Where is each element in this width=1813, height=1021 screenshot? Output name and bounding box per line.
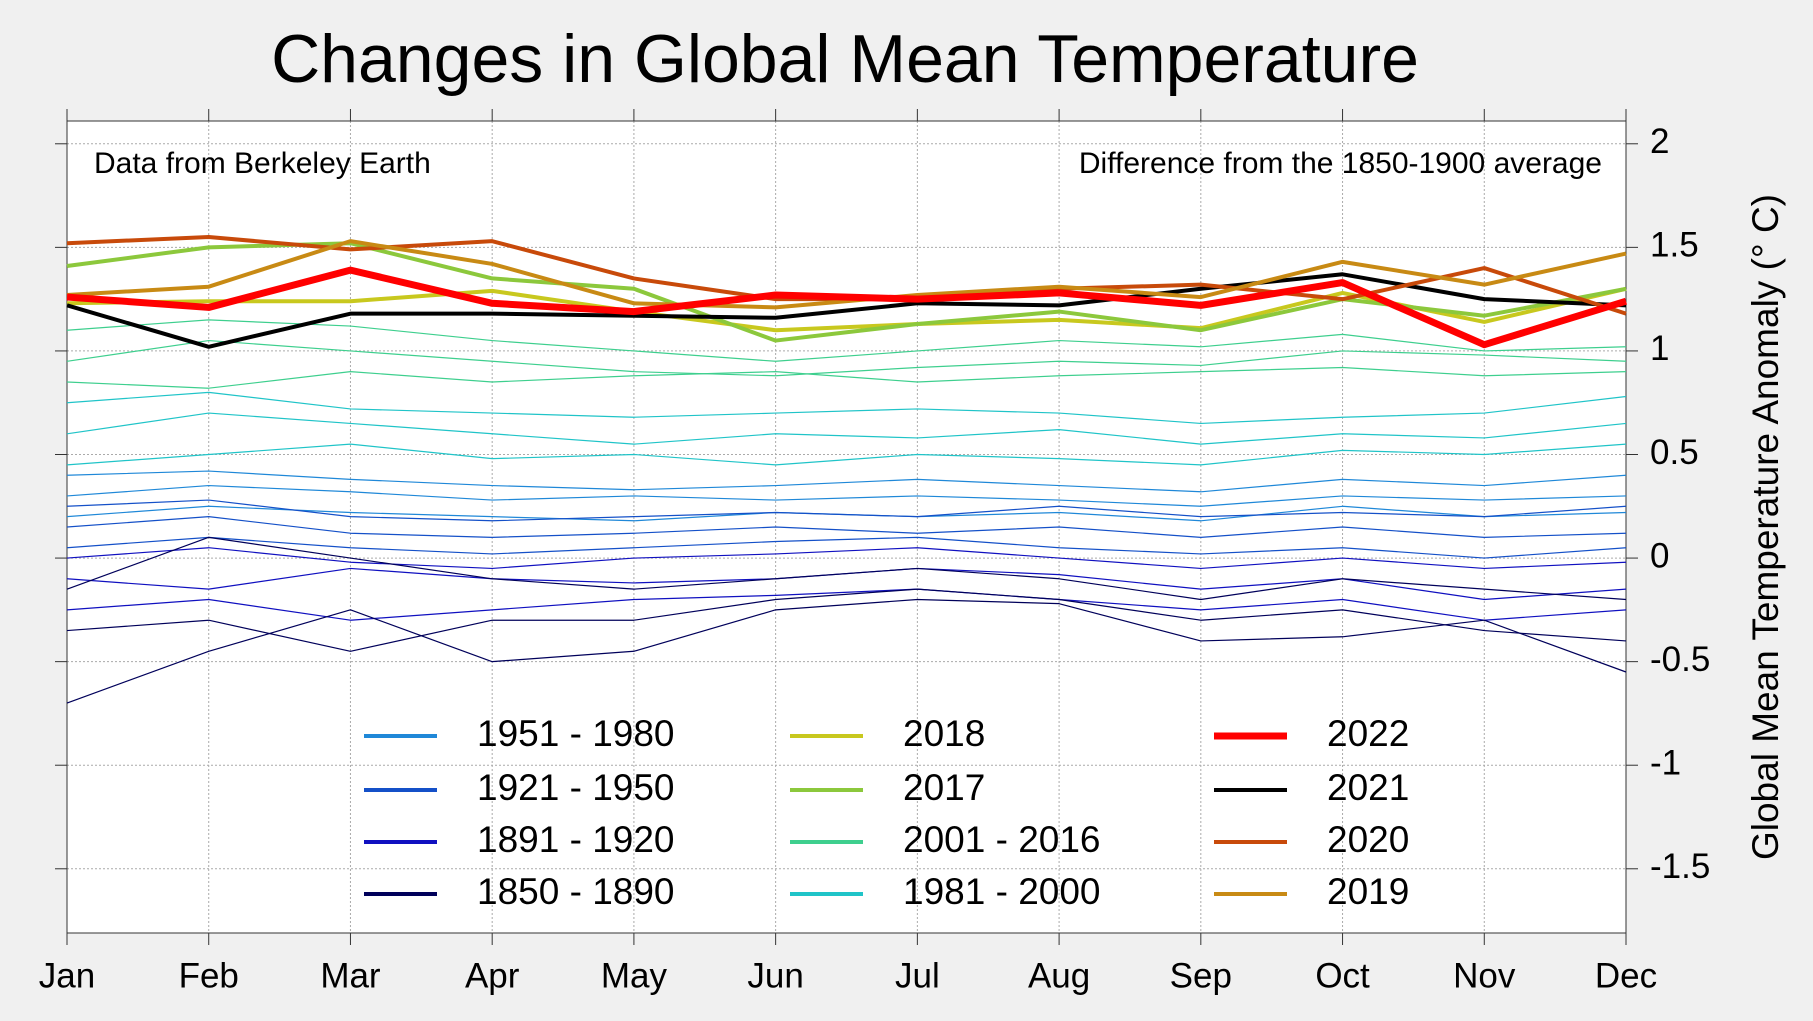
legend-label: 1951 - 1980: [477, 713, 675, 754]
y-tick-label: 1: [1650, 329, 1669, 368]
x-tick-label: Feb: [179, 956, 239, 995]
series-line: [66, 470, 1627, 493]
series-line: [66, 241, 1627, 343]
x-tick-label: Nov: [1453, 956, 1516, 995]
x-tick-label: Jun: [747, 956, 803, 995]
legend-label: 2021: [1327, 767, 1409, 808]
x-tick-label: Aug: [1028, 956, 1090, 995]
legend-label: 2022: [1327, 713, 1409, 754]
series-line: [66, 412, 1627, 445]
series-line: [66, 239, 1627, 310]
series-line: [66, 536, 1627, 601]
x-tick-label: May: [601, 956, 668, 995]
legend-label: 2017: [903, 767, 985, 808]
x-tick-label: Oct: [1315, 956, 1370, 995]
y-tick-label: 0: [1650, 536, 1669, 575]
legend-label: 1921 - 1950: [477, 767, 675, 808]
series-line: [66, 286, 1627, 333]
annotation: Difference from the 1850-1900 average: [1079, 147, 1602, 180]
annotation: Data from Berkeley Earth: [94, 147, 431, 180]
y-tick-label: 1.5: [1650, 226, 1699, 265]
legend-label: 1891 - 1920: [477, 819, 675, 860]
y-tick-label: -1.5: [1650, 847, 1710, 886]
y-tick-label: -1: [1650, 743, 1681, 782]
plot-area: [67, 121, 1626, 933]
series-line: [66, 588, 1627, 652]
series-line: [66, 598, 1627, 704]
y-tick-label: 2: [1650, 122, 1669, 161]
y-axis-label: Global Mean Temperature Anomaly (° C): [1745, 194, 1786, 860]
series-line: [66, 339, 1627, 377]
legend-label: 1850 - 1890: [477, 871, 675, 912]
legend-label: 1981 - 2000: [903, 871, 1101, 912]
legend-label: 2001 - 2016: [903, 819, 1101, 860]
series-line: [66, 516, 1627, 538]
legend-label: 2020: [1327, 819, 1409, 860]
series-line: [66, 499, 1627, 522]
x-tick-label: Jul: [895, 956, 940, 995]
x-tick-label: Dec: [1595, 956, 1657, 995]
x-tick-label: Apr: [465, 956, 520, 995]
chart-title: Changes in Global Mean Temperature: [271, 21, 1419, 97]
series-line: [66, 272, 1627, 349]
series-line: [66, 391, 1627, 425]
series-line: [66, 443, 1627, 466]
series-line: [66, 366, 1627, 389]
x-tick-label: Sep: [1170, 956, 1232, 995]
x-tick-label: Mar: [320, 956, 381, 995]
legend-label: 2018: [903, 713, 985, 754]
legend-label: 2019: [1327, 871, 1409, 912]
series-line: [66, 484, 1627, 507]
y-tick-label: 0.5: [1650, 433, 1699, 472]
series-line: [66, 547, 1627, 570]
series-line: [66, 536, 1627, 559]
series-line: [66, 266, 1628, 349]
series-line: [66, 319, 1627, 362]
y-tick-label: -0.5: [1650, 640, 1710, 679]
x-tick-label: Jan: [39, 956, 95, 995]
